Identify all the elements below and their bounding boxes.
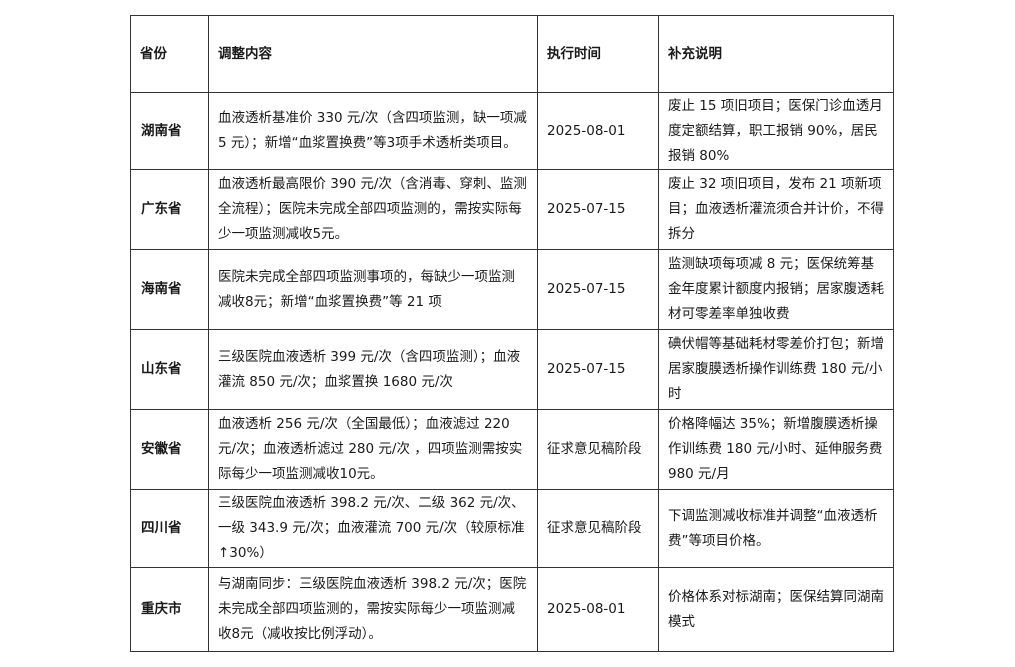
note-cell: 价格降幅达 35%；新增腹膜透析操作训练费 180 元/小时、延伸服务费 980…	[658, 409, 894, 490]
note-cell: 价格体系对标湖南；医保结算同湖南模式	[658, 567, 894, 652]
note-cell: 碘伏帽等基础耗材零差价打包；新增居家腹膜透析操作训练费 180 元/小时	[658, 329, 894, 410]
header-row: 省份 调整内容 执行时间 补充说明	[130, 15, 894, 93]
province-cell: 安徽省	[130, 409, 209, 490]
note-cell: 监测缺项每项减 8 元；医保统筹基金年度累计额度内报销；居家腹透耗材可零差率单独…	[658, 249, 894, 330]
header-province: 省份	[130, 15, 209, 93]
content-cell: 与湖南同步：三级医院血液透析 398.2 元/次；医院未完成全部四项监测的，需按…	[208, 567, 538, 652]
province-cell: 湖南省	[130, 92, 209, 170]
content-cell: 血液透析 256 元/次（全国最低）；血液滤过 220 元/次；血液透析滤过 2…	[208, 409, 538, 490]
province-cell: 海南省	[130, 249, 209, 330]
content-cell: 三级医院血液透析 398.2 元/次、二级 362 元/次、一级 343.9 元…	[208, 489, 538, 568]
policy-table: 省份 调整内容 执行时间 补充说明 湖南省 血液透析基准价 330 元/次（含四…	[130, 15, 894, 652]
province-cell: 重庆市	[130, 567, 209, 652]
header-date: 执行时间	[537, 15, 659, 93]
header-content: 调整内容	[208, 15, 538, 93]
content-cell: 三级医院血液透析 399 元/次（含四项监测）；血液灌流 850 元/次；血浆置…	[208, 329, 538, 410]
table-row: 四川省 三级医院血液透析 398.2 元/次、二级 362 元/次、一级 343…	[130, 489, 894, 568]
note-cell: 废止 15 项旧项目；医保门诊血透月度定额结算，职工报销 90%，居民报销 80…	[658, 92, 894, 170]
date-cell: 2025-08-01	[537, 92, 659, 170]
date-cell: 2025-08-01	[537, 567, 659, 652]
province-cell: 四川省	[130, 489, 209, 568]
content-cell: 医院未完成全部四项监测事项的，每缺少一项监测减收8元；新增“血浆置换费”等 21…	[208, 249, 538, 330]
province-cell: 山东省	[130, 329, 209, 410]
date-cell: 征求意见稿阶段	[537, 489, 659, 568]
table-row: 湖南省 血液透析基准价 330 元/次（含四项监测，缺一项减 5 元）；新增“血…	[130, 92, 894, 170]
table-row: 海南省 医院未完成全部四项监测事项的，每缺少一项监测减收8元；新增“血浆置换费”…	[130, 249, 894, 330]
date-cell: 征求意见稿阶段	[537, 409, 659, 490]
table-row: 山东省 三级医院血液透析 399 元/次（含四项监测）；血液灌流 850 元/次…	[130, 329, 894, 410]
date-cell: 2025-07-15	[537, 169, 659, 250]
table-row: 广东省 血液透析最高限价 390 元/次（含消毒、穿刺、监测全流程）；医院未完成…	[130, 169, 894, 250]
table-row: 安徽省 血液透析 256 元/次（全国最低）；血液滤过 220 元/次；血液透析…	[130, 409, 894, 490]
table-row: 重庆市 与湖南同步：三级医院血液透析 398.2 元/次；医院未完成全部四项监测…	[130, 567, 894, 652]
content-cell: 血液透析基准价 330 元/次（含四项监测，缺一项减 5 元）；新增“血浆置换费…	[208, 92, 538, 170]
date-cell: 2025-07-15	[537, 329, 659, 410]
header-note: 补充说明	[658, 15, 894, 93]
province-cell: 广东省	[130, 169, 209, 250]
note-cell: 下调监测减收标准并调整“血液透析费”等项目价格。	[658, 489, 894, 568]
note-cell: 废止 32 项旧项目，发布 21 项新项目；血液透析灌流须合并计价，不得拆分	[658, 169, 894, 250]
content-cell: 血液透析最高限价 390 元/次（含消毒、穿刺、监测全流程）；医院未完成全部四项…	[208, 169, 538, 250]
date-cell: 2025-07-15	[537, 249, 659, 330]
